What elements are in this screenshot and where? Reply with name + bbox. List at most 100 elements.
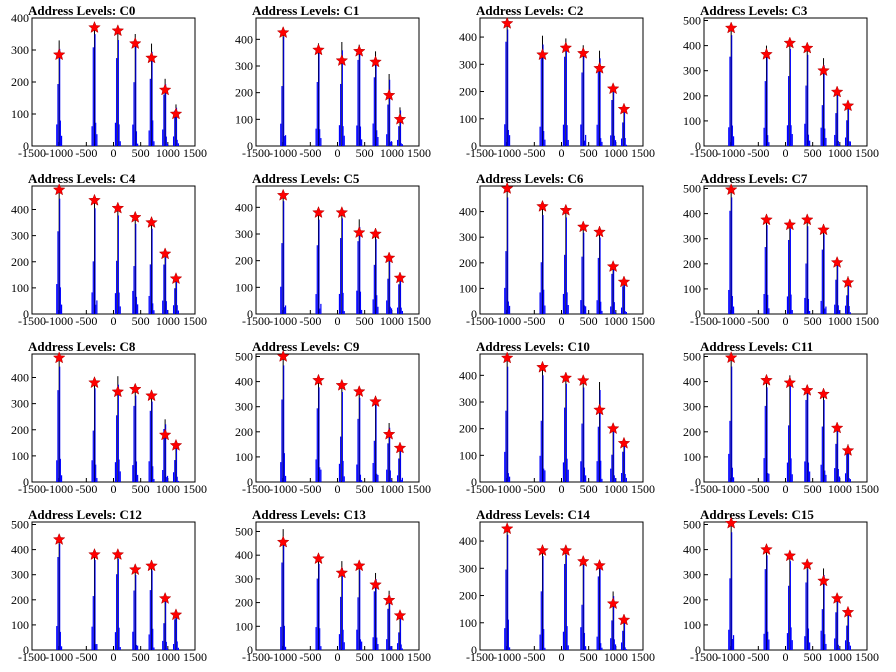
- y-tick-label: 500: [683, 14, 701, 28]
- x-tick-label: 500: [132, 146, 150, 160]
- y-tick-label: 200: [235, 425, 253, 439]
- level-marker: [841, 275, 855, 289]
- y-tick-label: 300: [683, 568, 701, 582]
- y-tick-label: 400: [459, 205, 477, 219]
- y-tick-label: 300: [459, 561, 477, 575]
- plot-frame: [703, 17, 868, 147]
- level-marker: [169, 272, 183, 285]
- x-tick-label: 0: [335, 482, 341, 496]
- level-marker: [783, 376, 797, 389]
- x-tick-label: -500: [299, 314, 321, 328]
- x-tick-label: 500: [132, 482, 150, 496]
- x-tick-label: 1000: [604, 482, 628, 496]
- level-marker: [276, 25, 290, 39]
- panel-3: Address Levels: C30100200300400500-1500-…: [683, 3, 879, 160]
- y-tick-label: 0: [471, 475, 477, 489]
- level-marker: [830, 591, 844, 604]
- level-marker: [500, 181, 514, 194]
- x-tick-label: 500: [580, 314, 598, 328]
- x-tick-label: 500: [804, 650, 822, 664]
- y-tick-label: 200: [683, 257, 701, 271]
- level-marker: [88, 20, 101, 34]
- x-tick-label: -1000: [493, 314, 521, 328]
- level-marker: [576, 373, 590, 387]
- level-marker: [128, 210, 142, 223]
- level-marker: [800, 557, 814, 571]
- y-tick-label: 100: [11, 449, 29, 463]
- level-marker: [536, 360, 549, 373]
- y-tick-label: 400: [11, 203, 29, 217]
- x-tick-label: 1500: [855, 146, 879, 160]
- x-tick-label: -500: [747, 650, 769, 664]
- y-tick-label: 500: [683, 350, 701, 364]
- level-marker: [169, 107, 183, 120]
- x-tick-label: -1500: [242, 650, 270, 664]
- panel-2: Address Levels: C2 0 100 200 300 400 -1500 -100…: [459, 3, 655, 160]
- x-tick-label: -1000: [45, 314, 73, 328]
- y-tick-label: 400: [683, 207, 701, 221]
- level-marker: [111, 547, 125, 561]
- x-tick-label: 500: [132, 314, 150, 328]
- x-tick-label: 0: [335, 650, 341, 664]
- y-tick-label: 100: [235, 619, 253, 633]
- y-tick-label: 100: [11, 107, 29, 121]
- level-marker: [593, 403, 606, 416]
- x-tick-label: -1500: [466, 314, 494, 328]
- x-tick-label: -500: [523, 146, 545, 160]
- level-marker: [111, 24, 125, 37]
- level-marker: [617, 102, 631, 115]
- level-marker: [335, 53, 349, 67]
- y-tick-label: 200: [235, 254, 253, 268]
- level-marker: [393, 441, 407, 454]
- x-tick-label: 1000: [156, 482, 180, 496]
- x-tick-label: 1500: [855, 482, 879, 496]
- level-marker: [382, 427, 396, 440]
- x-tick-label: 1500: [407, 650, 431, 664]
- panel-title: Address Levels: C10: [476, 339, 590, 354]
- y-tick-label: 200: [683, 593, 701, 607]
- panel-title: Address Levels: C5: [252, 171, 360, 186]
- level-marker: [841, 443, 855, 457]
- x-tick-label: -1000: [269, 482, 297, 496]
- y-tick-label: 400: [683, 543, 701, 557]
- y-tick-label: 200: [11, 255, 29, 269]
- level-marker: [276, 349, 290, 362]
- y-tick-label: 500: [683, 518, 701, 532]
- x-tick-label: 1500: [855, 650, 879, 664]
- level-marker: [111, 385, 125, 398]
- x-tick-label: 0: [783, 314, 789, 328]
- x-tick-label: 1500: [855, 314, 879, 328]
- x-tick-label: 0: [559, 314, 565, 328]
- y-tick-label: 100: [459, 281, 477, 295]
- level-marker: [800, 213, 814, 226]
- level-marker: [800, 383, 814, 396]
- x-tick-label: -1500: [466, 482, 494, 496]
- panel-title: Address Levels: C0: [28, 3, 135, 18]
- y-tick-label: 100: [459, 616, 477, 630]
- panel-12: Address Levels: C12 0 100 200 300 400 500 -1500…: [11, 507, 207, 664]
- x-tick-label: -1000: [717, 314, 745, 328]
- x-tick-label: 500: [132, 650, 150, 664]
- level-marker: [559, 543, 573, 557]
- level-marker: [382, 251, 396, 264]
- x-tick-label: -1500: [690, 482, 718, 496]
- y-tick-label: 100: [235, 450, 253, 464]
- x-tick-label: -1000: [45, 650, 73, 664]
- panel-title: Address Levels: C1: [252, 3, 359, 18]
- level-marker: [593, 61, 606, 74]
- x-tick-label: -1500: [690, 314, 718, 328]
- y-tick-label: 300: [235, 572, 253, 586]
- level-marker: [830, 85, 844, 98]
- panel-11: Address Levels: C11 0 100 200 300 400 500 -1500…: [683, 339, 879, 496]
- panel-title: Address Levels: C12: [28, 507, 142, 522]
- panel-title: Address Levels: C3: [700, 3, 808, 18]
- x-tick-label: 1000: [828, 650, 852, 664]
- level-marker: [393, 112, 407, 125]
- level-marker: [352, 384, 366, 398]
- x-tick-label: 1500: [407, 482, 431, 496]
- x-tick-label: -1500: [242, 146, 270, 160]
- level-marker: [500, 351, 514, 364]
- panel-13: Address Levels: C13 0 100 200 300 400 500 -1500…: [235, 507, 431, 664]
- level-marker: [841, 99, 855, 112]
- x-tick-label: 500: [580, 482, 598, 496]
